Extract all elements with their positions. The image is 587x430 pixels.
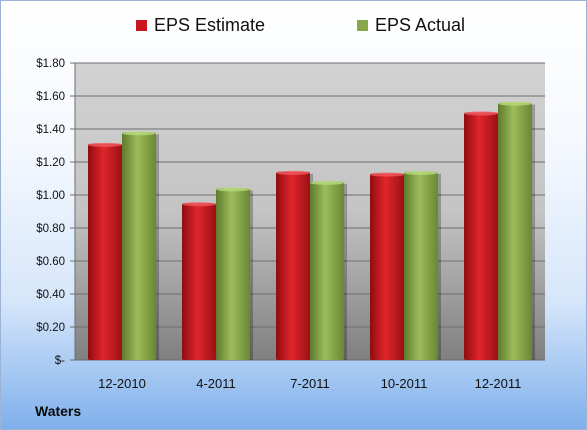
bar-cap: [498, 101, 532, 106]
bar-cap: [404, 170, 438, 175]
bar-cap: [464, 111, 498, 116]
bar-actual: [404, 171, 438, 360]
x-tick-label: 10-2011: [381, 376, 428, 391]
legend-label-estimate: EPS Estimate: [154, 15, 266, 35]
y-tick-label: $1.00: [36, 190, 65, 202]
legend-swatch-actual: [357, 20, 368, 31]
y-axis: $- $0.20 $0.40 $0.60 $0.80 $1.00 $1.20 $1.40 $1.…: [36, 58, 76, 367]
bar-cap: [88, 142, 122, 147]
y-tick-label: $-: [55, 355, 65, 367]
x-axis: 12-2010 4-2011 7-2011 10-2011 12-2011: [98, 376, 521, 391]
bar-actual: [498, 102, 532, 360]
bar-actual: [216, 188, 250, 360]
x-tick-label: 12-2011: [475, 376, 522, 391]
y-tick-label: $0.80: [36, 223, 65, 235]
y-tick-label: $0.60: [36, 256, 65, 268]
x-tick-label: 12-2010: [98, 376, 146, 391]
bar-estimate: [276, 171, 310, 360]
bar-cap: [276, 170, 310, 175]
bar-estimate: [370, 173, 404, 360]
bar-actual: [310, 181, 344, 360]
bar-estimate: [464, 112, 498, 360]
bar-cap: [216, 187, 250, 192]
bar-cap: [370, 172, 404, 177]
y-tick-label: $1.60: [36, 91, 65, 103]
y-tick-label: $0.20: [36, 322, 65, 334]
y-tick-label: $1.80: [36, 58, 65, 70]
company-name: Waters: [35, 403, 82, 419]
y-tick-label: $0.40: [36, 289, 65, 301]
x-tick-label: 7-2011: [290, 376, 330, 391]
x-tick-label: 4-2011: [196, 376, 236, 391]
bar-estimate: [182, 203, 216, 360]
bar-cap: [310, 180, 344, 185]
bar-actual: [122, 132, 156, 360]
legend-label-actual: EPS Actual: [375, 15, 466, 35]
legend-swatch-estimate: [136, 20, 147, 31]
bar-estimate: [88, 143, 122, 360]
bars: [88, 101, 535, 360]
y-tick-label: $1.20: [36, 157, 65, 169]
legend-item-estimate: EPS Estimate: [136, 15, 265, 36]
legend: EPS Estimate EPS Actual: [1, 15, 586, 41]
y-tick-label: $1.40: [36, 124, 65, 136]
bar-cap: [122, 131, 156, 136]
bar-cap: [182, 202, 216, 207]
legend-item-actual: EPS Actual: [357, 15, 465, 36]
